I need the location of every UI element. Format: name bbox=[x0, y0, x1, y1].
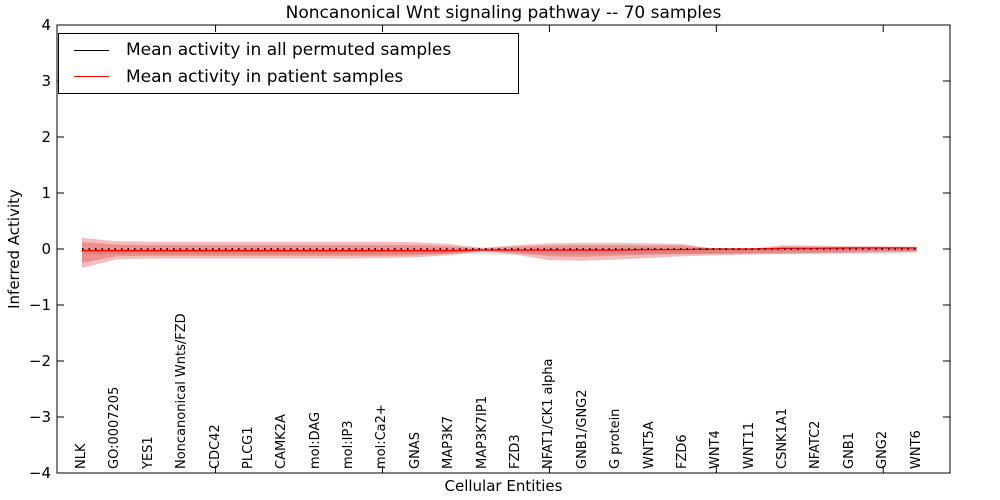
legend-item-patient: Mean activity in patient samples bbox=[74, 67, 508, 87]
x-category-label: MAP3K7IP1 bbox=[474, 396, 490, 469]
chart-title: Noncanonical Wnt signaling pathway -- 70… bbox=[285, 3, 722, 23]
y-tick-label: 2 bbox=[41, 128, 51, 146]
x-category-label: NFATC2 bbox=[808, 420, 824, 469]
x-category-label: GO:0007205 bbox=[107, 386, 123, 469]
patient-spread-band-inner bbox=[82, 242, 917, 263]
x-category-label: GNG2 bbox=[875, 430, 891, 469]
y-tick-label: −3 bbox=[28, 408, 51, 426]
y-tick-label: 0 bbox=[41, 240, 51, 258]
x-category-label: Noncanonical Wnts/FZD bbox=[174, 313, 190, 469]
y-tick-label: 3 bbox=[41, 72, 51, 90]
legend-label-patient: Mean activity in patient samples bbox=[126, 66, 404, 87]
legend-line-patient-icon bbox=[74, 76, 109, 78]
x-category-label: FZD6 bbox=[674, 434, 690, 469]
patient-spread-band-outer bbox=[82, 237, 917, 268]
x-category-label: mol:IP3 bbox=[341, 420, 357, 469]
legend-line-permuted-icon bbox=[74, 49, 109, 51]
x-category-label: CAMK2A bbox=[274, 414, 290, 469]
x-category-label: MAP3K7 bbox=[441, 415, 457, 469]
x-category-label: CSNK1A1 bbox=[775, 407, 791, 469]
x-category-label: YES1 bbox=[140, 436, 156, 469]
y-tick-label: 1 bbox=[41, 184, 51, 202]
x-category-label: WNT11 bbox=[741, 421, 757, 469]
x-category-label: GNB1 bbox=[841, 432, 857, 469]
x-category-label: WNT5A bbox=[641, 421, 657, 469]
x-category-label: G protein bbox=[608, 408, 624, 469]
x-category-label: WNT6 bbox=[908, 430, 924, 469]
x-category-label: NLK bbox=[74, 443, 90, 470]
x-axis-label: Cellular Entities bbox=[444, 477, 563, 495]
x-category-label: WNT4 bbox=[708, 430, 724, 469]
legend-label-permuted: Mean activity in all permuted samples bbox=[126, 40, 452, 61]
x-category-label: FZD3 bbox=[508, 434, 524, 469]
legend: Mean activity in all permuted samples Me… bbox=[58, 33, 519, 94]
y-tick-label: −1 bbox=[28, 296, 51, 314]
x-category-label: GNB1/GNG2 bbox=[574, 389, 590, 469]
x-category-label: mol:Ca2+ bbox=[374, 404, 390, 469]
legend-item-permuted: Mean activity in all permuted samples bbox=[74, 40, 508, 60]
x-category-label: PLCG1 bbox=[240, 426, 256, 469]
y-tick-label: 4 bbox=[41, 16, 51, 34]
x-category-label: CDC42 bbox=[207, 424, 223, 469]
x-category-label: mol:DAG bbox=[307, 411, 323, 469]
x-category-label: NFAT1/CK1 alpha bbox=[541, 358, 557, 469]
y-tick-label: −4 bbox=[28, 464, 51, 482]
x-category-label: GNAS bbox=[407, 432, 423, 469]
y-tick-label: −2 bbox=[28, 352, 51, 370]
